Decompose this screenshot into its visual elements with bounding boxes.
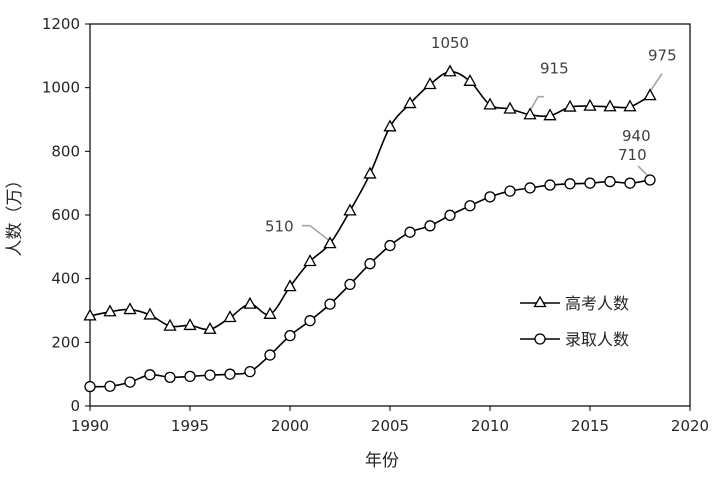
triangle-point [343, 203, 357, 216]
x-axis-title: 年份 [365, 451, 399, 471]
x-tick-label: 2015 [571, 417, 609, 435]
tick-labels: 1990 1995 2000 2005 2010 2015 2020 0 200 400 600 80… [42, 15, 709, 435]
x-tick-label: 2010 [471, 417, 509, 435]
triangle-point [243, 296, 257, 309]
circle-point [104, 380, 116, 392]
y-tick-label: 600 [51, 206, 80, 224]
legend-label-gaokao: 高考人数 [565, 294, 629, 313]
legend-item-gaokao: 高考人数 [520, 294, 629, 313]
circle-point [264, 349, 276, 361]
y-tick-label: 0 [70, 397, 80, 415]
circle-point [324, 298, 336, 310]
triangle-point [263, 306, 277, 319]
y-tick-label: 800 [51, 142, 80, 160]
x-tick-label: 1990 [71, 417, 109, 435]
triangle-point [523, 107, 537, 120]
y-tick-label: 1200 [42, 15, 80, 33]
triangle-point [483, 97, 497, 110]
triangle-point [383, 119, 397, 132]
circle-point [164, 371, 176, 384]
triangle-point [543, 108, 557, 121]
circle-point [464, 200, 476, 212]
axes [85, 23, 691, 411]
legend-item-luqu: 录取人数 [520, 330, 629, 349]
circle-point [544, 179, 556, 191]
circle-point [424, 220, 436, 232]
triangle-point [83, 308, 97, 321]
circle-point [364, 258, 376, 270]
circle-marker-icon [534, 333, 546, 345]
y-tick-label: 400 [51, 270, 80, 288]
triangle-point [583, 98, 597, 111]
triangle-point [323, 236, 337, 249]
annotation-leader [649, 73, 663, 93]
triangle-point [183, 318, 197, 331]
data-label: 915 [540, 60, 569, 78]
triangle-point [563, 99, 577, 112]
legend-label-luqu: 录取人数 [565, 330, 629, 349]
triangle-point [403, 96, 417, 109]
circle-point [524, 182, 536, 194]
annotations: 1050 975 915 940 510 710 [265, 34, 677, 236]
triangle-point [223, 310, 237, 323]
triangle-point [303, 254, 317, 267]
legend: 高考人数 录取人数 [520, 294, 629, 349]
triangle-point [163, 318, 177, 331]
circle-point [184, 370, 196, 383]
y-tick-label: 200 [51, 333, 80, 351]
circle-point [204, 369, 216, 381]
circle-point [604, 175, 616, 188]
triangle-point [203, 321, 217, 334]
annotation-leader [302, 224, 329, 241]
annotation-leader [529, 95, 544, 112]
triangle-point [623, 99, 637, 112]
x-tick-label: 2020 [671, 417, 709, 435]
x-tick-label: 2005 [371, 417, 409, 435]
circle-point [224, 368, 236, 380]
circle-point [124, 376, 136, 388]
circle-point [304, 315, 316, 327]
data-label: 710 [618, 146, 647, 164]
circle-point [484, 191, 496, 203]
circle-point [444, 209, 456, 221]
y-axis-title: 人数（万） [5, 172, 25, 257]
series-group [83, 64, 657, 393]
data-label: 1050 [431, 34, 469, 52]
series-line-1 [89, 179, 651, 388]
annotation-leaders [302, 73, 663, 241]
triangle-point [283, 279, 297, 292]
triangle-marker-icon [533, 295, 547, 308]
circle-point [284, 329, 296, 342]
data-label: 510 [265, 218, 294, 236]
circle-point [384, 239, 396, 252]
triangle-point [443, 64, 457, 77]
triangle-point [143, 307, 157, 320]
y-tick-label: 1000 [42, 79, 80, 97]
data-label: 940 [622, 127, 651, 145]
circle-point [584, 177, 596, 189]
circle-point [504, 185, 516, 197]
triangle-point [103, 304, 117, 317]
circle-point [564, 178, 576, 190]
circle-point [244, 365, 256, 378]
circle-point [624, 177, 636, 189]
triangle-point [643, 88, 657, 101]
circle-point [404, 226, 416, 238]
circle-point [344, 278, 356, 291]
circle-point [84, 380, 96, 393]
triangle-point [423, 77, 437, 90]
circle-point [144, 369, 156, 381]
data-label: 975 [648, 47, 677, 65]
x-tick-label: 2000 [271, 417, 309, 435]
triangle-point [463, 73, 477, 86]
triangle-point [603, 99, 617, 112]
circle-point [644, 174, 656, 186]
triangle-point [363, 166, 377, 179]
annotation-leader [637, 165, 648, 176]
triangle-point [123, 302, 137, 315]
x-tick-label: 1995 [171, 417, 209, 435]
triangle-point [503, 101, 517, 114]
